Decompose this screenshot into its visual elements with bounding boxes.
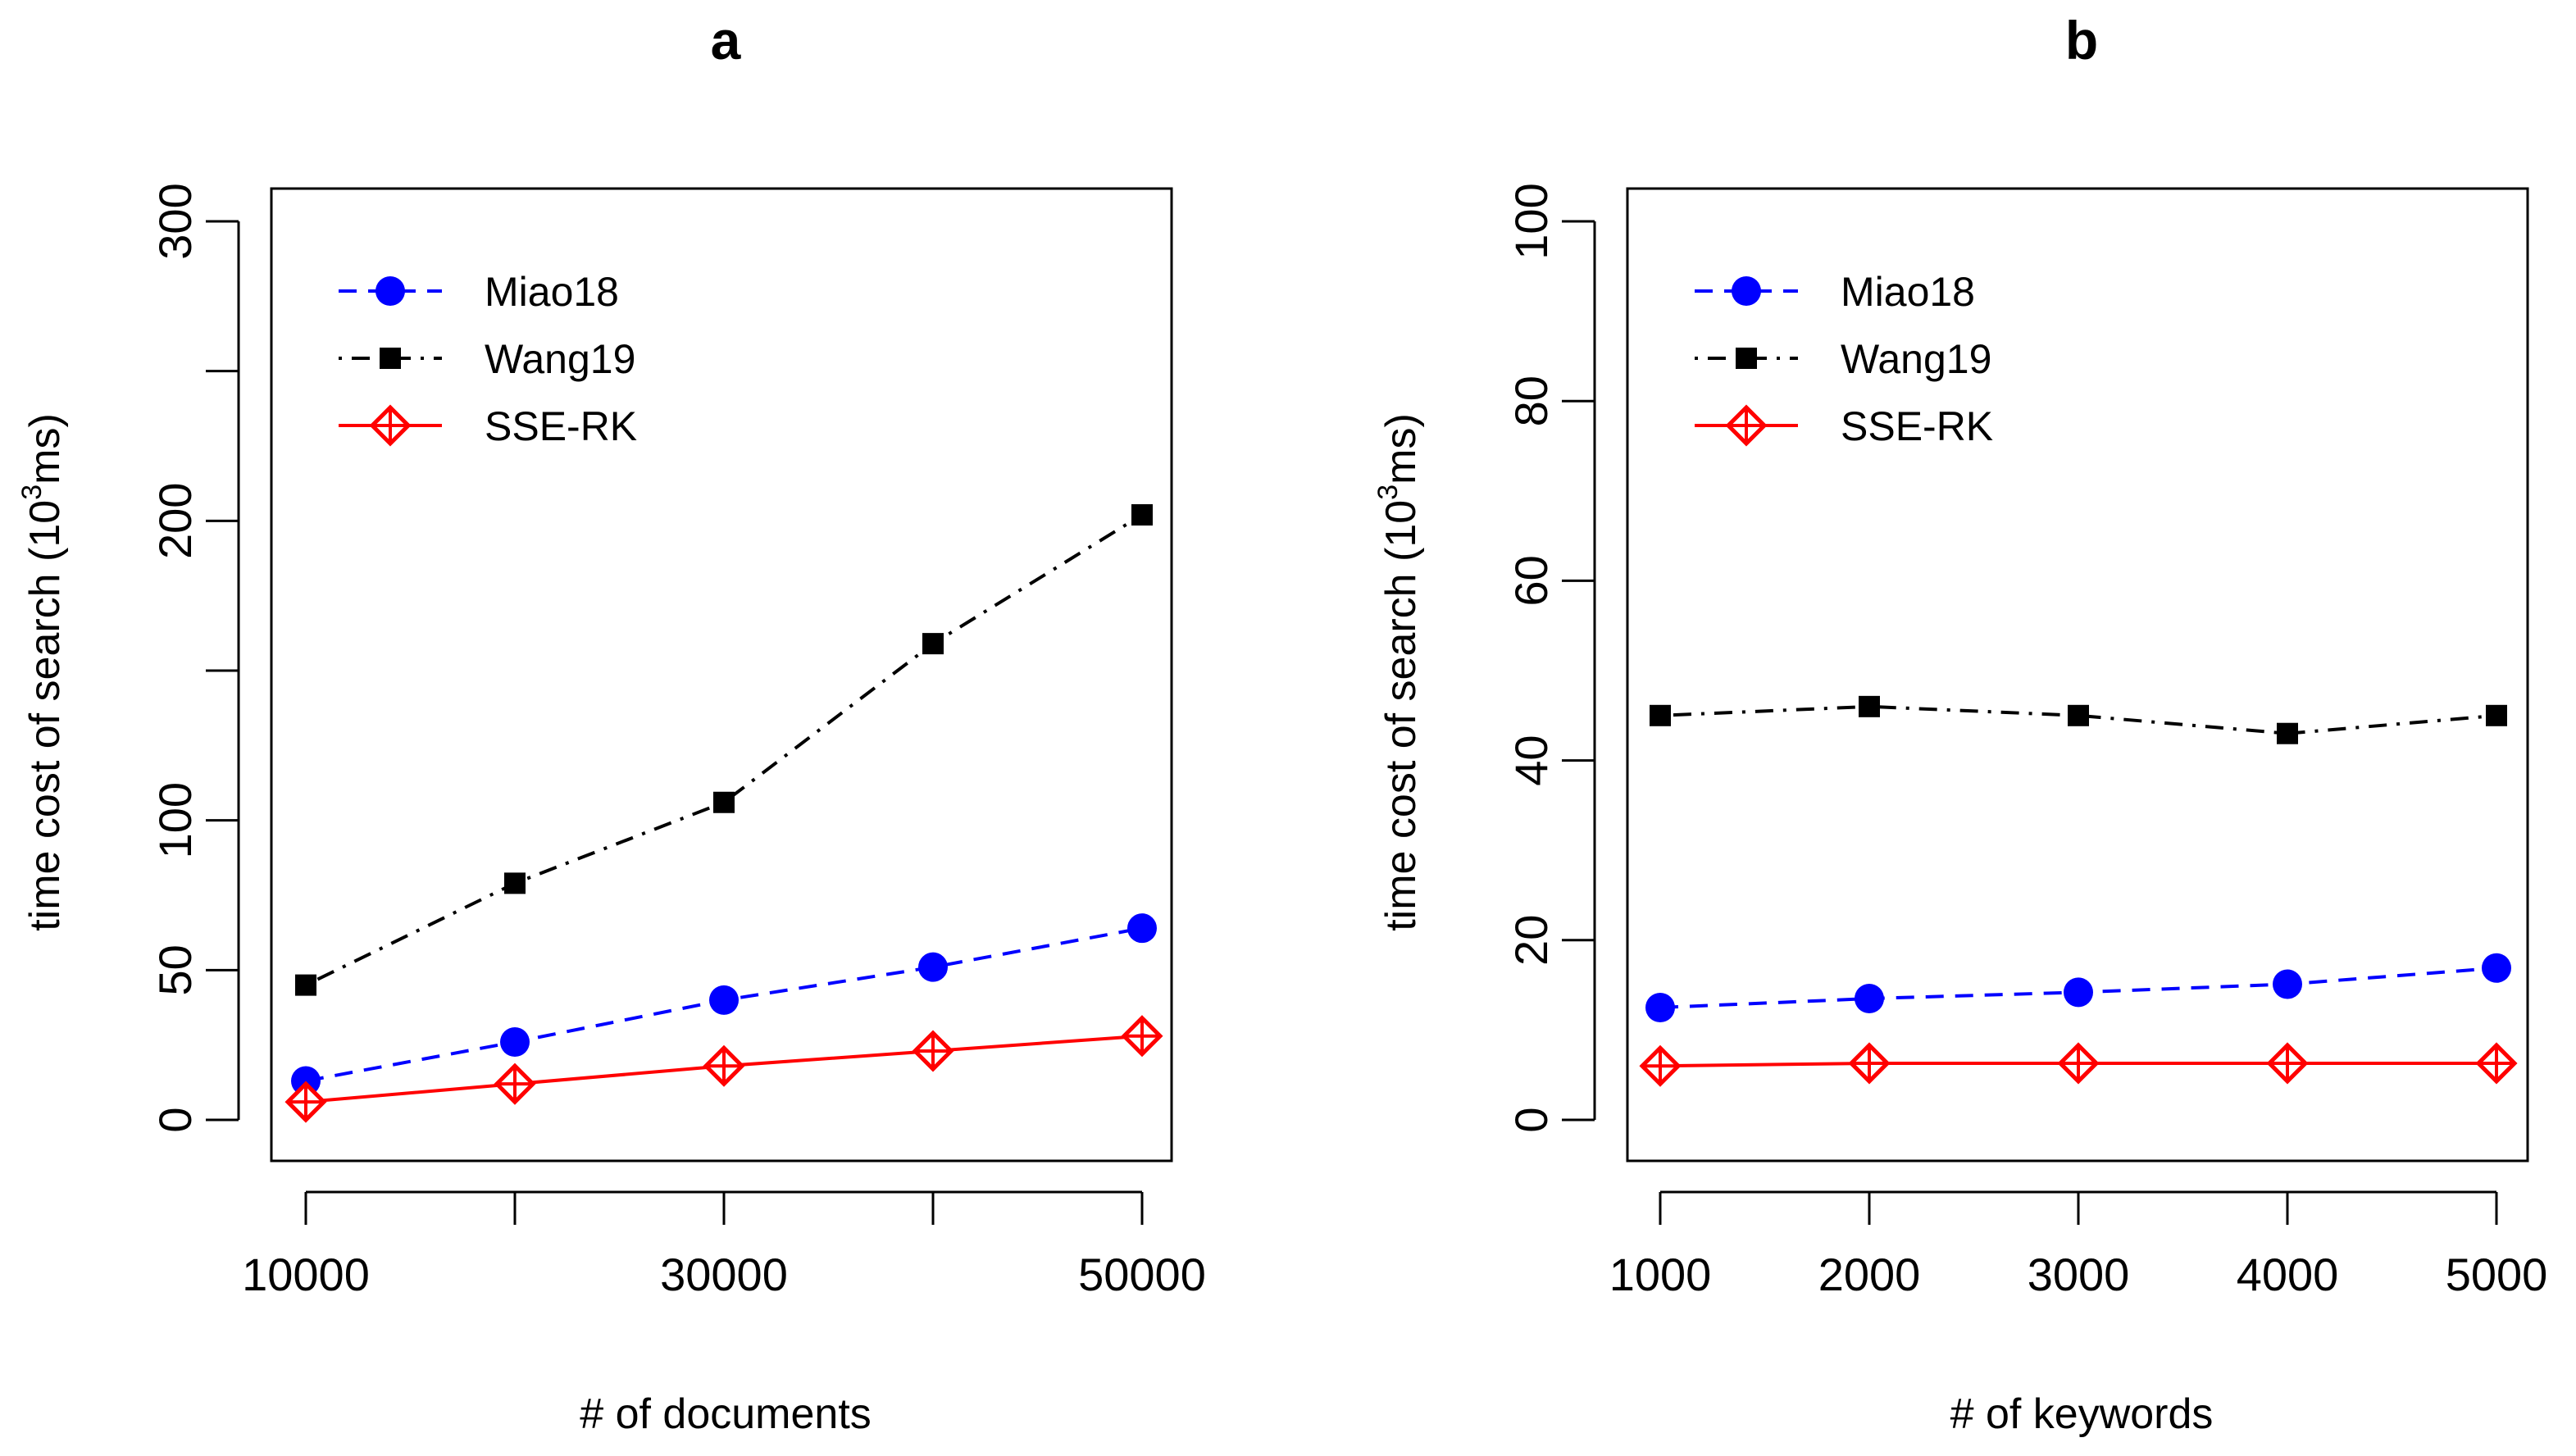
panel-b-y-tick-label: 0 bbox=[1505, 1107, 1557, 1132]
panel-a-title: a bbox=[711, 10, 742, 71]
panel-b-x-tick-label: 4000 bbox=[2237, 1249, 2339, 1300]
panel-a-x-axis-label: # of documents bbox=[580, 1390, 872, 1438]
panel-b-y-tick-label: 100 bbox=[1505, 183, 1557, 259]
panel-a-x-tick-label: 30000 bbox=[660, 1249, 788, 1300]
panel-b-wang19-point bbox=[1650, 704, 1671, 726]
panel-b-wang19-point bbox=[2277, 722, 2298, 744]
panel-b-x-tick-label: 3000 bbox=[2028, 1249, 2130, 1300]
panel-b-title: b bbox=[2065, 10, 2098, 71]
panel-a-y-tick-label: 300 bbox=[149, 183, 201, 259]
panel-a-wang19-line bbox=[305, 513, 1144, 987]
panel-a-legend-sse-rk-label: SSE-RK bbox=[485, 403, 637, 449]
panel-a-y-tick-label: 50 bbox=[149, 944, 201, 995]
panel-a-wang19-point bbox=[295, 974, 316, 996]
panel-a-legend-miao18-label: Miao18 bbox=[485, 269, 619, 315]
panel-a: a # of documents time cost of search (10… bbox=[16, 10, 1206, 1438]
panel-b-y-tick-label: 60 bbox=[1505, 555, 1557, 606]
panel-b-wang19-line bbox=[1659, 704, 2497, 735]
panel-b-sse-rk-point bbox=[1848, 1042, 1891, 1085]
panel-b-wang19-point bbox=[2068, 704, 2089, 726]
panel-b-y-axis-label: time cost of search (103ms) bbox=[1372, 413, 1425, 931]
panel-b-miao18-point bbox=[2064, 977, 2093, 1008]
panel-a-wang19-point bbox=[922, 633, 944, 655]
panel-a-x-tick-label: 50000 bbox=[1078, 1249, 1206, 1300]
panel-b-sse-rk-point bbox=[2475, 1042, 2518, 1085]
panel-a-wang19-point bbox=[1131, 504, 1153, 526]
panel-b-legend-miao18: Miao18 bbox=[1695, 269, 1975, 315]
panel-a-legend-wang19: Wang19 bbox=[339, 336, 635, 382]
panel-b-legend-miao18-label: Miao18 bbox=[1841, 269, 1975, 315]
panel-b-legend-wang19-label: Wang19 bbox=[1841, 336, 1991, 382]
panel-a-sse-rk-point bbox=[494, 1062, 536, 1105]
panel-b-y-tick-label: 80 bbox=[1505, 375, 1557, 426]
panel-a-y-tick-label: 0 bbox=[149, 1107, 201, 1132]
panel-a-sse-rk-point bbox=[703, 1044, 745, 1087]
panel-a-y-axis-label: time cost of search (103ms) bbox=[16, 413, 69, 931]
panel-a-plot-frame bbox=[270, 187, 1173, 1163]
panel-b-miao18-point bbox=[2273, 969, 2302, 999]
panel-a-miao18-point bbox=[291, 1066, 321, 1096]
panel-b-legend-sse-rk-marker bbox=[1725, 404, 1768, 447]
panel-a-legend-miao18: Miao18 bbox=[339, 269, 619, 315]
panel-a-legend-sse-rk-marker bbox=[369, 404, 412, 447]
panel-b-sse-rk-point bbox=[2266, 1042, 2309, 1085]
panel-b-y-tick-label: 20 bbox=[1505, 915, 1557, 966]
panel-b-miao18-point bbox=[1855, 984, 1884, 1014]
panel-b-y-tick-label: 40 bbox=[1505, 735, 1557, 785]
panel-a-miao18-point bbox=[1127, 913, 1157, 944]
panel-b-sse-rk-point bbox=[2057, 1042, 2100, 1085]
panel-b-wang19-point bbox=[1859, 695, 1880, 717]
panel-b: b # of keywords time cost of search (103… bbox=[1372, 10, 2547, 1438]
panel-a-sse-rk-point bbox=[284, 1081, 327, 1123]
panel-b-x-axis-label: # of keywords bbox=[1950, 1390, 2214, 1438]
panel-a-wang19-point bbox=[713, 791, 735, 813]
panel-a-sse-rk-point bbox=[912, 1030, 954, 1072]
panel-b-wang19-point bbox=[2486, 704, 2507, 726]
panel-a-y-tick-label: 100 bbox=[149, 782, 201, 858]
panel-a-miao18-point bbox=[709, 985, 739, 1015]
panel-a-x-tick-label: 10000 bbox=[242, 1249, 370, 1300]
panel-a-wang19-point bbox=[504, 872, 526, 894]
panel-b-x-tick-label: 2000 bbox=[1818, 1249, 1921, 1300]
panel-a-miao18-point bbox=[500, 1027, 530, 1058]
panel-a-legend-wang19-marker bbox=[380, 348, 401, 369]
panel-a-y-tick-label: 200 bbox=[149, 483, 201, 559]
panel-a-legend-wang19-label: Wang19 bbox=[485, 336, 635, 382]
panel-b-legend-miao18-marker bbox=[1732, 276, 1761, 306]
panel-b-x-tick-label: 5000 bbox=[2446, 1249, 2548, 1300]
panel-a-miao18-point bbox=[918, 952, 948, 982]
panel-a-legend-miao18-marker bbox=[375, 276, 405, 306]
panel-a-legend-sse-rk: SSE-RK bbox=[339, 403, 637, 449]
panel-b-plot-frame bbox=[1626, 187, 2529, 1163]
panel-b-legend-wang19: Wang19 bbox=[1695, 336, 1991, 382]
panel-b-legend-sse-rk: SSE-RK bbox=[1695, 403, 1993, 449]
panel-b-sse-rk-point bbox=[1639, 1044, 1682, 1087]
panel-b-x-tick-label: 1000 bbox=[1609, 1249, 1712, 1300]
panel-b-miao18-point bbox=[1645, 993, 1675, 1022]
panel-b-miao18-point bbox=[2482, 953, 2511, 983]
panel-b-legend-sse-rk-label: SSE-RK bbox=[1841, 403, 1993, 449]
panel-b-legend-wang19-marker bbox=[1736, 348, 1757, 369]
panel-a-sse-rk-point bbox=[1121, 1015, 1163, 1058]
